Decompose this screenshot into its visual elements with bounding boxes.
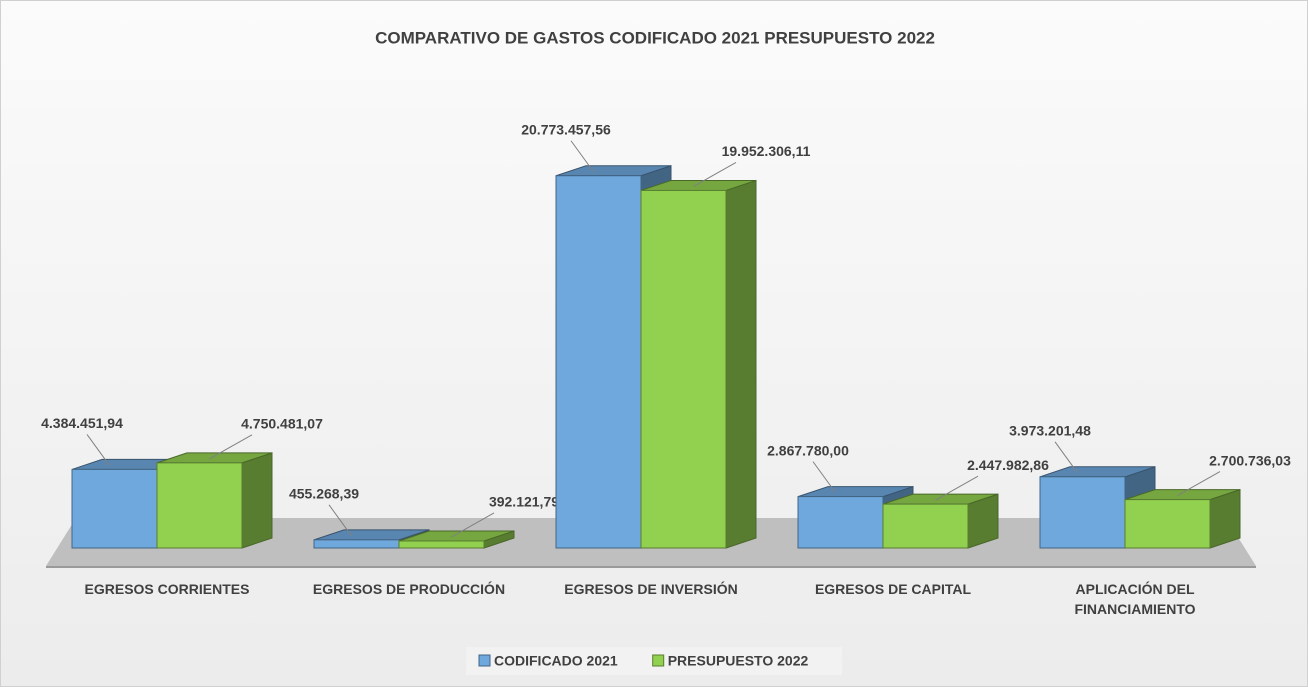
leader-line — [451, 512, 495, 538]
x-tick-label: APLICACIÓN DEL FINANCIAMIENTO — [1074, 581, 1196, 617]
bar — [1124, 499, 1211, 549]
data-label: 2.700.736,03 — [1209, 452, 1291, 468]
data-label: 4.750.481,07 — [241, 416, 323, 432]
bar-side — [241, 452, 273, 549]
leader-line — [209, 434, 253, 460]
bar — [156, 462, 243, 549]
leader-line — [1054, 441, 1078, 474]
leader-line — [1177, 471, 1221, 497]
x-tick-label: EGRESOS DE CAPITAL — [814, 581, 972, 597]
bar — [640, 189, 727, 549]
data-label: 392.121,79 — [489, 494, 559, 510]
leader-line — [935, 475, 979, 501]
bar-side — [725, 179, 757, 549]
data-label: 2.447.982,86 — [967, 457, 1049, 473]
data-label: 4.384.451,94 — [41, 415, 123, 431]
leader-line — [693, 162, 737, 187]
legend-label: PRESUPUESTO 2022 — [668, 653, 809, 669]
bar — [555, 175, 642, 549]
data-label: 455.268,39 — [289, 486, 359, 502]
data-label: 19.952.306,11 — [722, 143, 811, 159]
legend-swatch — [478, 654, 491, 667]
leader-line — [812, 461, 836, 493]
bar — [882, 503, 969, 549]
bar — [71, 468, 158, 549]
legend-swatch — [652, 654, 665, 667]
x-tick-label: EGRESOS DE INVERSIÓN — [564, 581, 738, 597]
data-label: 2.867.780,00 — [767, 442, 849, 458]
x-tick-label: EGRESOS DE PRODUCCIÓN — [312, 581, 506, 597]
legend-label: CODIFICADO 2021 — [494, 653, 618, 669]
data-label: 3.973.201,48 — [1009, 423, 1091, 439]
data-label: 20.773.457,56 — [521, 121, 611, 137]
x-tick-label: EGRESOS CORRIENTES — [84, 581, 250, 597]
bar — [797, 496, 884, 549]
leader-line — [328, 504, 352, 537]
bar — [398, 540, 485, 549]
bar — [1039, 476, 1126, 549]
leader-line — [570, 140, 594, 173]
chart-title: COMPARATIVO DE GASTOS CODIFICADO 2021 PR… — [375, 28, 935, 47]
bar — [313, 539, 400, 549]
leader-line — [86, 434, 110, 466]
